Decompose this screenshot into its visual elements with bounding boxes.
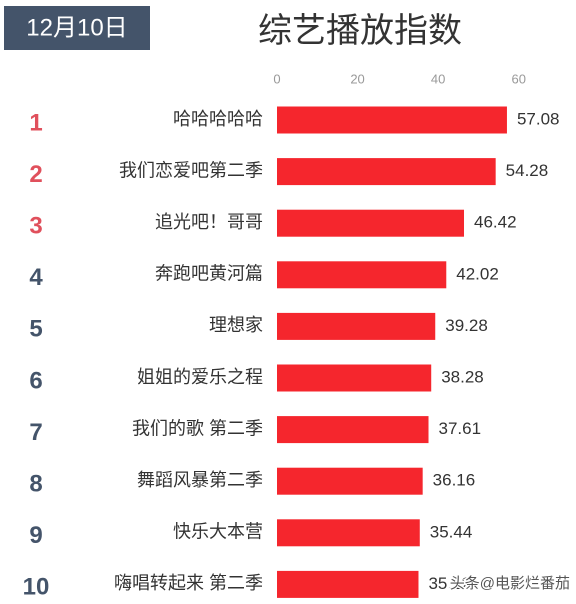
- category-label: 理想家: [209, 315, 263, 335]
- bar: [277, 261, 447, 289]
- category-label: 追光吧！哥哥: [155, 212, 263, 232]
- rank: 6: [29, 367, 42, 394]
- category-label: 我们恋爱吧第二季: [119, 159, 263, 180]
- value-label: 35.12: [428, 574, 471, 593]
- value-label: 38.28: [441, 367, 484, 386]
- value-label: 57.08: [517, 109, 560, 128]
- rank: 2: [29, 161, 42, 188]
- bar: [277, 158, 496, 186]
- x-tick-label: 20: [350, 71, 364, 86]
- date-badge: [4, 6, 150, 50]
- watermark: 头条@电影烂番茄: [450, 575, 570, 592]
- value-label: 37.61: [439, 419, 482, 438]
- bar: [277, 106, 507, 134]
- bar: [277, 364, 432, 392]
- value-label: 54.28: [506, 161, 549, 180]
- date-label: 12月10日: [26, 14, 127, 41]
- x-tick-label: 60: [511, 71, 525, 86]
- category-label: 我们的歌 第二季: [132, 418, 263, 438]
- bar: [277, 209, 465, 237]
- rank: 1: [29, 109, 42, 136]
- value-label: 39.28: [445, 316, 488, 335]
- category-label: 快乐大本营: [173, 522, 263, 542]
- rank: 9: [29, 522, 42, 549]
- category-label: 奔跑吧黄河篇: [155, 264, 263, 284]
- category-label: 嗨唱转起来 第二季: [114, 573, 263, 593]
- category-label: 姐姐的爱乐之程: [137, 367, 263, 387]
- x-tick-label: 40: [431, 71, 445, 86]
- bar: [277, 312, 436, 340]
- bar: [277, 416, 429, 444]
- bar: [277, 519, 420, 547]
- value-label: 35.44: [430, 522, 473, 541]
- category-label: 舞蹈风暴第二季: [137, 470, 263, 490]
- rank: 3: [29, 213, 42, 240]
- chart-title: 综艺播放指数: [258, 12, 462, 50]
- category-label: 哈哈哈哈哈: [173, 109, 263, 129]
- rank: 5: [29, 316, 42, 343]
- value-label: 36.16: [433, 471, 476, 490]
- value-label: 42.02: [456, 264, 499, 283]
- rank: 7: [29, 419, 42, 446]
- rank: 8: [29, 471, 42, 498]
- rank: 4: [29, 264, 43, 291]
- value-label: 46.42: [474, 213, 517, 232]
- bar: [277, 467, 423, 495]
- rank: 10: [23, 574, 50, 601]
- x-tick-label: 0: [273, 71, 280, 86]
- bar: [277, 570, 419, 598]
